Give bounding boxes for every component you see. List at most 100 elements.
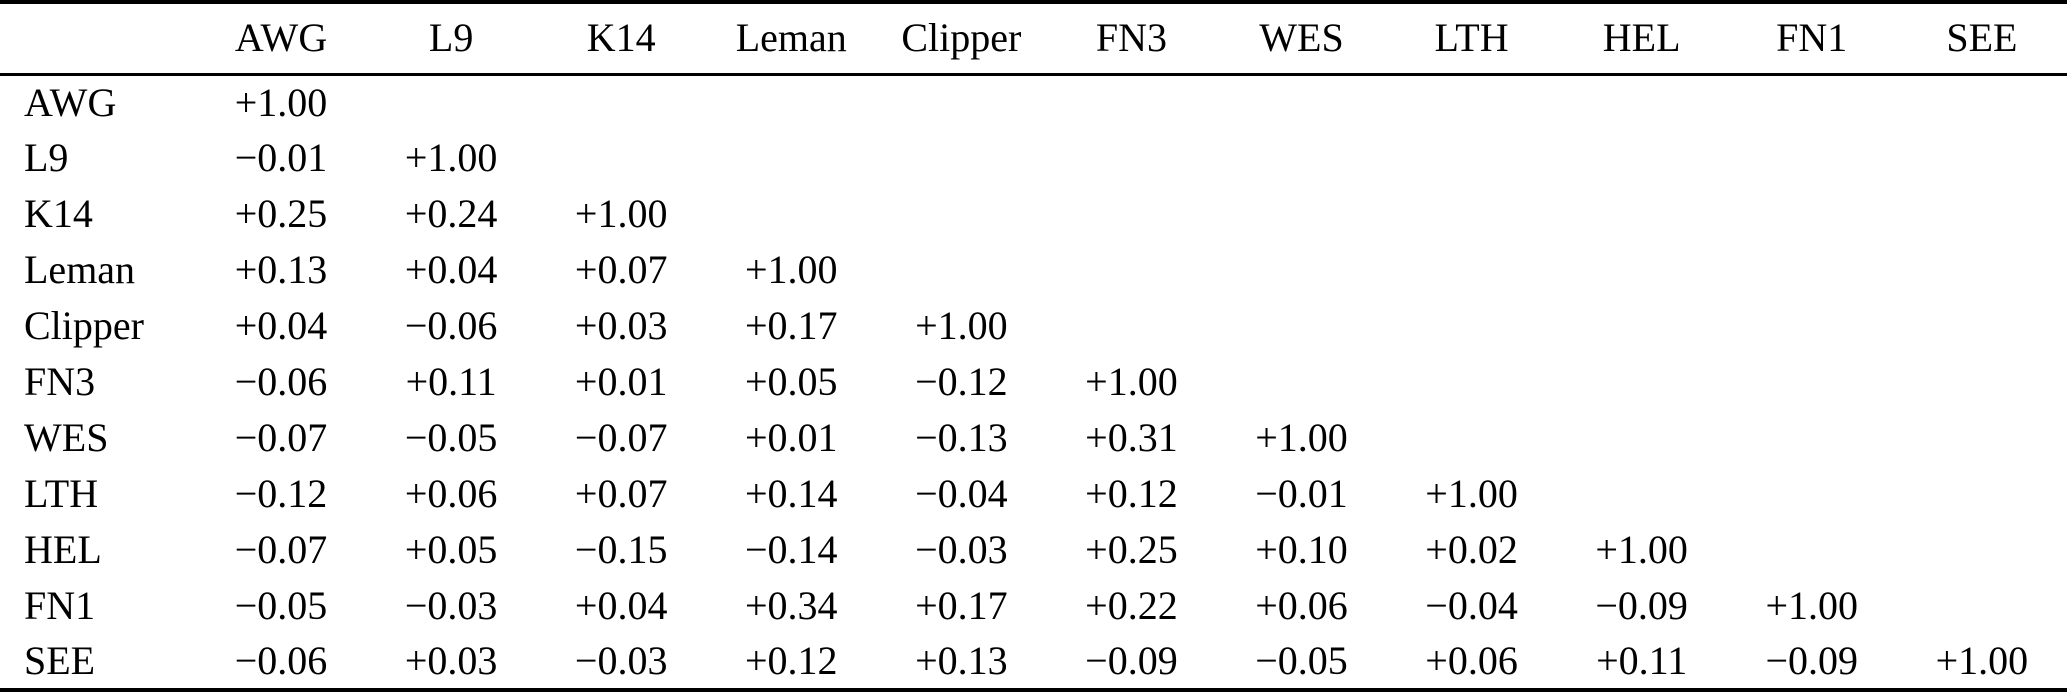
correlation-cell: +0.17 <box>744 303 838 348</box>
correlation-cell <box>1046 242 1216 298</box>
correlation-cell <box>1727 466 1897 522</box>
correlation-cell: +0.34 <box>744 583 838 628</box>
row-label: SEE <box>24 638 96 683</box>
header-cell-wes: WES <box>1259 15 1344 61</box>
correlation-cell <box>1557 186 1727 242</box>
correlation-cell <box>1897 354 2067 410</box>
row-label: L9 <box>24 135 69 180</box>
correlation-cell: +1.00 <box>1935 638 2029 683</box>
row-label: FN1 <box>24 583 96 628</box>
correlation-cell: +0.11 <box>1596 638 1688 683</box>
header-cell-fn1: FN1 <box>1776 15 1848 61</box>
header-cell-awg: AWG <box>234 15 328 61</box>
correlation-cell: −0.01 <box>1255 471 1348 516</box>
correlation-cell <box>1557 130 1727 186</box>
header-cell-l9: L9 <box>428 15 474 61</box>
correlation-cell: +0.06 <box>1425 638 1518 683</box>
header-cell-fn3: FN3 <box>1095 15 1167 61</box>
correlation-cell <box>1046 130 1216 186</box>
correlation-cell <box>1897 298 2067 354</box>
table-row: Leman +0.13 +0.04 +0.07 +1.00 <box>0 242 2067 298</box>
correlation-cell <box>1897 466 2067 522</box>
correlation-cell: −0.12 <box>234 471 328 516</box>
correlation-cell <box>876 130 1046 186</box>
correlation-cell <box>1727 130 1897 186</box>
correlation-cell: +0.03 <box>574 303 668 348</box>
correlation-cell <box>1727 74 1897 130</box>
correlation-cell <box>706 186 876 242</box>
correlation-cell <box>1387 186 1557 242</box>
correlation-cell: +0.17 <box>915 583 1008 628</box>
correlation-cell: −0.07 <box>234 527 328 572</box>
header-cell-leman: Leman <box>735 15 847 61</box>
correlation-cell: −0.09 <box>1595 583 1688 628</box>
correlation-cell: +0.04 <box>234 303 328 348</box>
correlation-cell <box>1897 242 2067 298</box>
correlation-cell: −0.04 <box>1425 583 1518 628</box>
correlation-cell: +0.12 <box>744 638 838 683</box>
correlation-cell: +1.00 <box>574 191 668 236</box>
correlation-cell: +0.07 <box>574 471 668 516</box>
correlation-cell: +1.00 <box>1255 415 1348 460</box>
correlation-cell <box>1046 186 1216 242</box>
correlation-cell <box>876 74 1046 130</box>
table-row: K14 +0.25 +0.24 +1.00 <box>0 186 2067 242</box>
correlation-cell <box>1216 74 1386 130</box>
correlation-cell: +0.13 <box>915 638 1008 683</box>
correlation-cell: +0.25 <box>234 191 328 236</box>
table-row: HEL −0.07 +0.05 −0.15 −0.14 −0.03 +0.25 +0.10 +0… <box>0 522 2067 578</box>
correlation-cell <box>1387 298 1557 354</box>
correlation-cell <box>1557 298 1727 354</box>
correlation-cell <box>1557 466 1727 522</box>
correlation-cell: +0.02 <box>1425 527 1518 572</box>
correlation-cell: −0.04 <box>915 471 1008 516</box>
correlation-cell: +1.00 <box>1425 471 1518 516</box>
correlation-cell <box>1557 410 1727 466</box>
correlation-cell: +0.03 <box>404 638 498 683</box>
header-cell-clipper: Clipper <box>901 15 1022 61</box>
row-label: HEL <box>24 527 102 572</box>
correlation-cell <box>1557 242 1727 298</box>
correlation-cell: −0.05 <box>234 583 328 628</box>
row-label: K14 <box>24 191 93 236</box>
correlation-cell: −0.05 <box>1255 638 1348 683</box>
correlation-cell: +0.14 <box>744 471 838 516</box>
correlation-cell <box>1216 186 1386 242</box>
correlation-cell: +0.13 <box>234 247 328 292</box>
correlation-cell: −0.06 <box>234 638 328 683</box>
correlation-cell: +0.06 <box>1255 583 1348 628</box>
correlation-cell: +0.01 <box>744 415 838 460</box>
table-header: AWG L9 K14 Leman Clipper FN3 WES LTH HEL… <box>0 2 2067 74</box>
correlation-cell: +0.05 <box>404 527 498 572</box>
correlation-cell <box>1727 410 1897 466</box>
correlation-cell <box>876 186 1046 242</box>
correlation-cell: +1.00 <box>404 135 498 180</box>
correlation-cell: −0.13 <box>915 415 1008 460</box>
correlation-cell: +0.11 <box>405 359 497 404</box>
row-label: AWG <box>24 79 117 125</box>
table-row: L9 −0.01 +1.00 <box>0 130 2067 186</box>
correlation-cell <box>1897 522 2067 578</box>
correlation-cell <box>1387 74 1557 130</box>
header-row: AWG L9 K14 Leman Clipper FN3 WES LTH HEL… <box>0 2 2067 74</box>
row-label: WES <box>24 415 109 460</box>
row-label: Leman <box>24 247 136 292</box>
correlation-cell <box>1727 298 1897 354</box>
correlation-cell: −0.03 <box>404 583 498 628</box>
correlation-cell: +0.06 <box>404 471 498 516</box>
correlation-cell: −0.12 <box>915 359 1008 404</box>
row-label: FN3 <box>24 359 96 404</box>
correlation-cell: +0.01 <box>574 359 668 404</box>
correlation-cell <box>706 130 876 186</box>
correlation-cell <box>1727 242 1897 298</box>
correlation-cell: −0.01 <box>234 135 328 180</box>
correlation-cell: +0.10 <box>1255 527 1348 572</box>
correlation-cell: −0.06 <box>404 303 498 348</box>
correlation-cell <box>876 242 1046 298</box>
correlation-cell: −0.03 <box>915 527 1008 572</box>
table-body: AWG +1.00 L9 −0.01 +1.00 K14 +0.25 +0.24 +1.00 Le… <box>0 74 2067 690</box>
table-row: LTH −0.12 +0.06 +0.07 +0.14 −0.04 +0.12 −0.01 +1… <box>0 466 2067 522</box>
correlation-cell: +0.12 <box>1085 471 1178 516</box>
correlation-cell <box>1557 354 1727 410</box>
